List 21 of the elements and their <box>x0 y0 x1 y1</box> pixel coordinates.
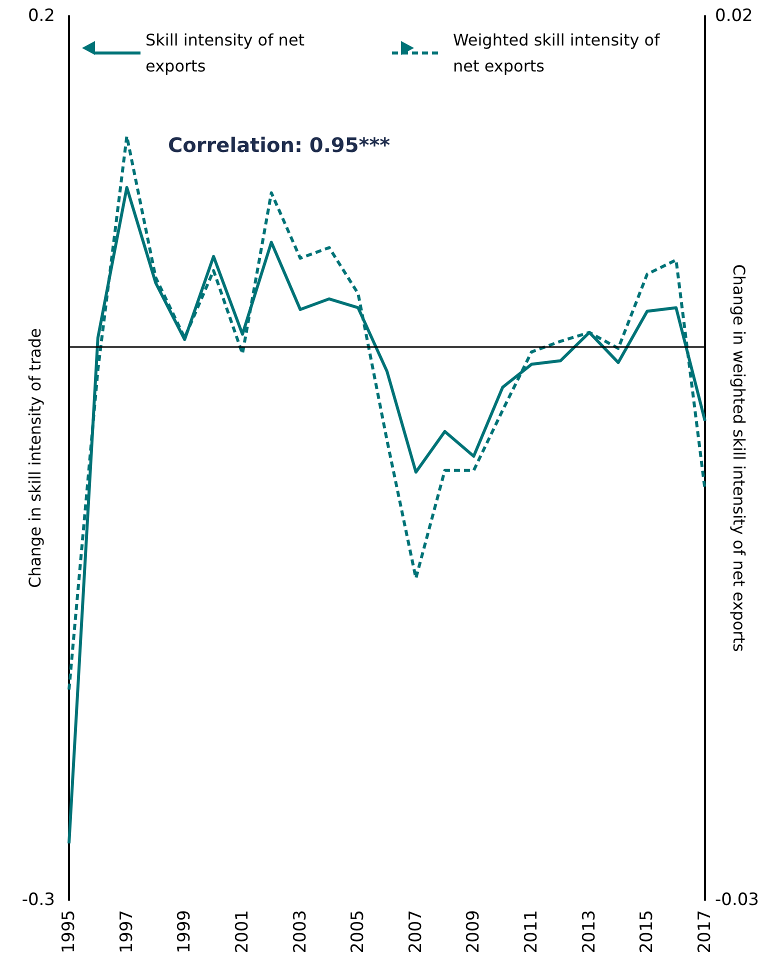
y-tick-label: -0.3 <box>22 890 55 910</box>
x-tick-label: 2003 <box>290 910 310 954</box>
x-tick-label: 2017 <box>695 910 715 954</box>
x-tick-label: 2011 <box>522 910 542 954</box>
annotation: Correlation: 0.95*** <box>168 133 391 157</box>
x-tick-label: 2005 <box>348 910 368 954</box>
x-tick-label: 2009 <box>464 910 484 954</box>
x-tick-label: 2007 <box>406 910 426 954</box>
y2-tick-label: -0.03 <box>715 890 759 910</box>
legend-label: Weighted skill intensity of net exports <box>453 30 665 76</box>
y2-axis-title: Change in weighted skill intensity of net exports <box>730 264 748 652</box>
x-tick-label: 2013 <box>579 910 600 954</box>
x-tick-label: 2015 <box>637 910 658 954</box>
x-tick-label: 1995 <box>59 910 79 954</box>
y-tick-label: 0.2 <box>28 6 55 26</box>
x-tick-label: 2001 <box>232 910 252 954</box>
y-axis-title: Change in skill intensity of trade <box>26 328 44 588</box>
y2-tick-label: 0.02 <box>715 6 753 26</box>
x-tick-label: 1999 <box>174 910 195 954</box>
x-tick-label: 1997 <box>116 910 137 954</box>
legend-label: Skill intensity of net exports <box>146 30 310 76</box>
